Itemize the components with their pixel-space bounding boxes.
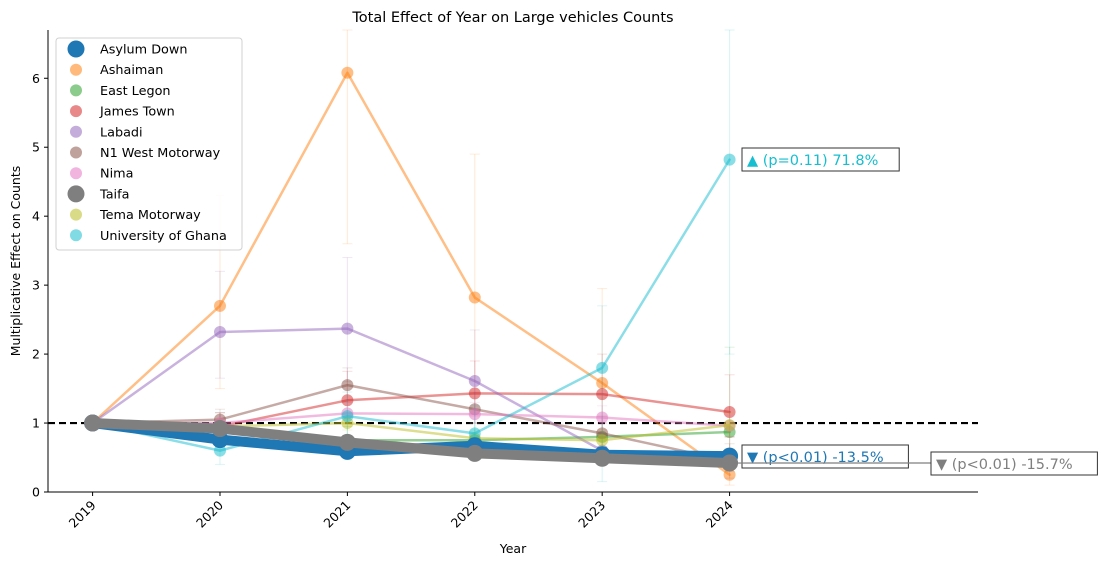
data-point (341, 322, 354, 335)
legend-label: Labadi (100, 125, 143, 140)
data-point (723, 419, 736, 432)
y-tick-label: 4 (32, 209, 40, 224)
data-point (723, 406, 736, 419)
data-point (341, 66, 354, 79)
data-point (213, 299, 226, 312)
series-line (91, 71, 731, 477)
data-point (596, 388, 609, 401)
data-point (338, 433, 356, 451)
data-point (723, 153, 736, 166)
y-tick-label: 3 (32, 278, 40, 293)
data-point (213, 326, 226, 339)
annotation-box (741, 147, 900, 172)
y-axis-label: Multiplicative Effect on Counts (8, 166, 23, 357)
legend-marker (70, 167, 82, 180)
data-point (468, 291, 481, 304)
series-line (91, 158, 731, 452)
legend-label: Nima (100, 167, 133, 182)
data-point (211, 420, 229, 438)
y-tick-label: 1 (32, 416, 40, 431)
data-point (468, 374, 481, 387)
data-point (596, 434, 609, 447)
annotation-text: ▼ (p<0.01) -15.7% (936, 457, 1073, 473)
series-line (87, 418, 735, 469)
data-point (341, 394, 354, 407)
y-tick-label: 6 (32, 71, 40, 86)
legend-marker (70, 208, 82, 221)
legend-label: Tema Motorway (99, 208, 201, 223)
legend: Asylum Down Ashaiman East Legon James Town L… (55, 37, 243, 251)
x-axis-label: Year (499, 541, 527, 556)
y-tick-label: 0 (32, 485, 40, 500)
legend-marker (70, 63, 82, 76)
x-tick-label: 2020 (193, 497, 226, 530)
annotation: ▼ (p<0.01) -15.7% (729, 451, 1098, 476)
series-university-of-ghana (86, 29, 736, 483)
annotation: ▼ (p<0.01) -13.5% (741, 444, 909, 469)
annotation-text: ▼ (p<0.01) -13.5% (747, 450, 884, 466)
data-point (341, 379, 354, 392)
y-tick-label: 5 (32, 140, 40, 155)
data-point (468, 387, 481, 400)
legend-marker (70, 146, 82, 159)
x-tick-label: 2019 (66, 497, 99, 530)
legend-marker (67, 40, 85, 58)
data-point (468, 427, 481, 440)
data-point (468, 408, 481, 421)
legend-marker (70, 84, 82, 97)
x-tick-label: 2024 (703, 497, 736, 530)
legend-marker (67, 185, 85, 203)
data-point (341, 410, 354, 423)
annotation-text: ▲ (p=0.11) 71.8% (747, 153, 878, 169)
data-point (84, 414, 102, 432)
legend-label: James Town (99, 105, 175, 120)
data-point (596, 361, 609, 374)
data-point (593, 449, 611, 467)
legend-label: Asylum Down (100, 43, 187, 58)
x-tick-label: 2022 (448, 498, 481, 531)
data-point (466, 444, 484, 462)
legend-marker (70, 105, 82, 118)
legend-label: University of Ghana (100, 229, 227, 244)
legend-label: East Legon (100, 84, 171, 99)
x-tick-label: 2021 (320, 498, 353, 531)
y-tick-label: 2 (32, 347, 40, 362)
legend-box (55, 37, 243, 251)
legend-label: Ashaiman (100, 63, 163, 78)
legend-marker (70, 229, 82, 242)
annotation: ▲ (p=0.11) 71.8% (741, 147, 900, 172)
legend-marker (70, 125, 82, 138)
annotation-box (930, 451, 1098, 476)
x-tick-label: 2023 (575, 498, 608, 531)
data-point (596, 411, 609, 424)
legend-label: Taifa (99, 187, 129, 202)
legend-label: N1 West Motorway (100, 146, 221, 161)
chart-title: Total Effect of Year on Large vehicles C… (351, 10, 673, 26)
annotation-box (741, 444, 909, 469)
